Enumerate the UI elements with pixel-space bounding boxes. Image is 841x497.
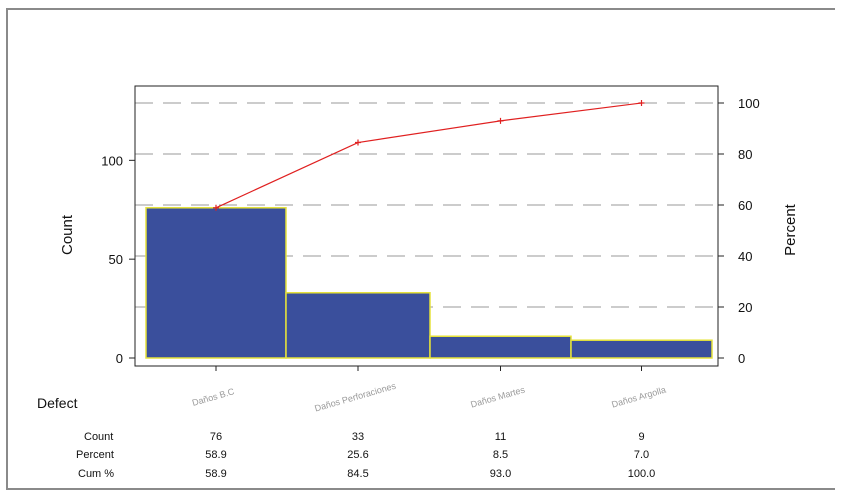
y2-tick-label: 100 <box>738 96 760 111</box>
cumulative-point-1 <box>213 204 219 211</box>
cumulative-line-layer <box>213 100 645 211</box>
plot-area-border <box>134 85 719 367</box>
y2-tick-label: 0 <box>738 351 745 366</box>
y-axis-title: Count <box>59 214 76 255</box>
bar-4 <box>570 339 713 359</box>
category-label: Daños Argolla <box>610 385 667 410</box>
y2-tick-label: 20 <box>738 300 752 315</box>
category-label-layer: Daños B.C Daños Perforaciones Daños Martes… <box>191 381 667 414</box>
table-cell: 33 <box>352 431 364 443</box>
y2-tick-label: 80 <box>738 147 752 162</box>
cumulative-point-2 <box>355 139 361 146</box>
table-row-label: Cum % <box>78 468 114 480</box>
bar-3 <box>429 335 572 359</box>
table-cell: 25.6 <box>347 449 368 461</box>
table-cell: 58.9 <box>205 468 226 480</box>
category-label: Daños B.C <box>191 386 236 408</box>
cumulative-point-3 <box>497 117 504 124</box>
table-cell: 84.5 <box>347 468 368 480</box>
table-row-label: Count <box>84 431 113 443</box>
table-cell: 8.5 <box>493 449 508 461</box>
table-cell: 7.0 <box>634 449 649 461</box>
cumulative-point-4 <box>638 100 645 106</box>
y2-axis-title: Percent <box>782 203 799 256</box>
table-cell: 58.9 <box>205 449 226 461</box>
category-label: Daños Perforaciones <box>313 381 397 414</box>
y-tick-label: 100 <box>101 153 123 168</box>
table-cell: 93.0 <box>490 468 511 480</box>
y-tick-label: 0 <box>116 351 123 366</box>
bar-layer <box>145 207 713 359</box>
axis-layer: 0 50 100 0 20 40 60 80 100 <box>101 85 760 371</box>
table-cell: 9 <box>638 431 644 443</box>
y2-tick-label: 40 <box>738 249 752 264</box>
bar-2 <box>285 292 431 359</box>
category-label: Daños Martes <box>469 384 526 409</box>
chart-frame <box>6 8 835 490</box>
table-cell: 100.0 <box>628 468 656 480</box>
table-cell: 11 <box>495 431 506 443</box>
summary-table: Count 76 33 11 9 Percent 58.9 25.6 8.5 7.0 Cum % 58… <box>76 431 655 480</box>
table-cell: 76 <box>210 431 222 443</box>
y-tick-label: 50 <box>109 252 123 267</box>
y2-tick-label: 60 <box>738 198 752 213</box>
table-header-defect: Defect <box>37 395 78 411</box>
table-row-label: Percent <box>76 449 114 461</box>
cumulative-percent-line <box>215 102 642 209</box>
bar-1 <box>145 207 287 359</box>
